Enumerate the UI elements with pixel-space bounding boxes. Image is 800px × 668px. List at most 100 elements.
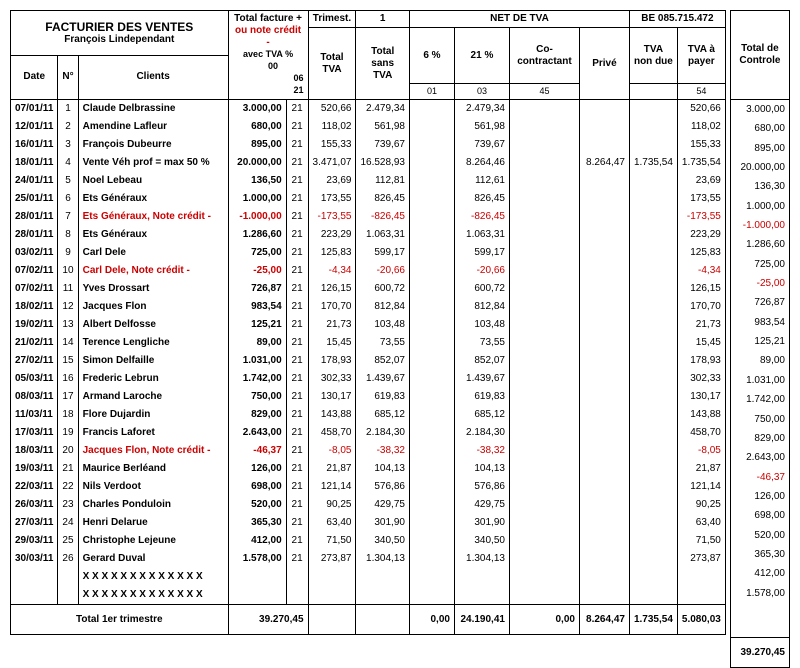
cell-ctrl: -46,37	[730, 468, 789, 487]
cell-amount: 89,00	[228, 334, 286, 352]
cell-tvapay: 21,87	[677, 460, 725, 478]
table-row: 16/01/113François Dubeurre895,0021155,33…	[11, 136, 726, 154]
pct21-label: 21 %	[454, 28, 509, 84]
cell-client: Albert Delfosse	[78, 316, 228, 334]
cell-p6	[409, 190, 454, 208]
cell-tvapay: 273,87	[677, 550, 725, 568]
cell-date: 19/03/11	[11, 460, 58, 478]
cell-p21: 1.063,31	[454, 226, 509, 244]
cell-p21: 600,72	[454, 280, 509, 298]
cell-p6	[409, 514, 454, 532]
cell-num: 11	[58, 280, 78, 298]
cell-tva: 143,88	[308, 406, 356, 424]
cell-client: Amendine Lafleur	[78, 118, 228, 136]
cell-p21: -826,45	[454, 208, 509, 226]
cell-tvapay: 173,55	[677, 190, 725, 208]
cell-date: 25/01/11	[11, 190, 58, 208]
trimest-num: 1	[356, 11, 410, 28]
cell-ctrl: 1.578,00	[730, 584, 789, 603]
cell-tvapay: 118,02	[677, 118, 725, 136]
cell-sans: 112,81	[356, 172, 410, 190]
be-label: BE 085.715.472	[629, 11, 725, 28]
cell-date: 07/02/11	[11, 262, 58, 280]
cell-co	[509, 262, 579, 280]
cell-code	[286, 586, 308, 605]
cell-tvanon	[629, 550, 677, 568]
cell-code: 21	[286, 172, 308, 190]
cell-co	[509, 406, 579, 424]
cell-num: 7	[58, 208, 78, 226]
cell-pr	[579, 280, 629, 298]
cell-p21: 2.479,34	[454, 100, 509, 119]
cell-sans: 103,48	[356, 316, 410, 334]
cell-sans: 16.528,93	[356, 154, 410, 172]
cell-num: 5	[58, 172, 78, 190]
cell-pr	[579, 334, 629, 352]
cell-ctrl: 1.742,00	[730, 391, 789, 410]
cocontractant-label: Co-contractant	[509, 28, 579, 84]
cell-num: 21	[58, 460, 78, 478]
cell-date: 03/02/11	[11, 244, 58, 262]
cell-p6	[409, 496, 454, 514]
table-row: 07/02/1111Yves Drossart726,8721126,15600…	[11, 280, 726, 298]
table-row: 17/03/1119Francis Laforet2.643,0021458,7…	[11, 424, 726, 442]
cell-co	[509, 208, 579, 226]
cell-code: 21	[286, 244, 308, 262]
cell-client: Gerard Duval	[78, 550, 228, 568]
cell-num: 15	[58, 352, 78, 370]
cell-p6	[409, 352, 454, 370]
cell-p21: 112,61	[454, 172, 509, 190]
cell-co	[509, 280, 579, 298]
cell-tvapay: 1.735,54	[677, 154, 725, 172]
cell-pr	[579, 460, 629, 478]
cell-co	[509, 100, 579, 119]
table-row: X X X X X X X X X X X X X	[11, 586, 726, 605]
table-row: 412,00	[730, 565, 789, 584]
cell-p21: 599,17	[454, 244, 509, 262]
cell-amount: 3.000,00	[228, 100, 286, 119]
cell-tvapay	[677, 568, 725, 586]
cell-p21: -38,32	[454, 442, 509, 460]
cell-p6	[409, 406, 454, 424]
cell-tvapay: 178,93	[677, 352, 725, 370]
cell-sans: 599,17	[356, 244, 410, 262]
cell-p6	[409, 388, 454, 406]
cell-tvapay: 143,88	[677, 406, 725, 424]
cell-ctrl: 895,00	[730, 139, 789, 158]
cell-amount: 136,50	[228, 172, 286, 190]
cell-code: 21	[286, 334, 308, 352]
cell-co	[509, 352, 579, 370]
cell-pr	[579, 406, 629, 424]
table-row: X X X X X X X X X X X X X	[11, 568, 726, 586]
cell-amount: 698,00	[228, 478, 286, 496]
table-row: 18/03/1120Jacques Flon, Note crédit --46…	[11, 442, 726, 460]
cocontractant-code: 45	[509, 84, 579, 100]
cell-co	[509, 514, 579, 532]
cell-co	[509, 460, 579, 478]
cell-num: 17	[58, 388, 78, 406]
cell-sans: -38,32	[356, 442, 410, 460]
cell-p21: 739,67	[454, 136, 509, 154]
cell-tvapay: 63,40	[677, 514, 725, 532]
cell-pr	[579, 208, 629, 226]
cell-tvapay: 126,15	[677, 280, 725, 298]
pct6-code: 01	[409, 84, 454, 100]
cell-tvanon	[629, 442, 677, 460]
cell-ctrl: 2.643,00	[730, 449, 789, 468]
cell-date: 26/03/11	[11, 496, 58, 514]
cell-amount: 365,30	[228, 514, 286, 532]
cell-date: 22/03/11	[11, 478, 58, 496]
cell-amount: 895,00	[228, 136, 286, 154]
cell-co	[509, 388, 579, 406]
table-row: 21/02/1114Terence Lengliche89,002115,457…	[11, 334, 726, 352]
cell-code: 21	[286, 154, 308, 172]
cell-tvanon	[629, 568, 677, 586]
pct6-label: 6 %	[409, 28, 454, 84]
cell-tvanon	[629, 118, 677, 136]
cell-tva: 155,33	[308, 136, 356, 154]
cell-amount: 412,00	[228, 532, 286, 550]
table-row: 1.742,00	[730, 391, 789, 410]
cell-tvapay: -4,34	[677, 262, 725, 280]
cell-sans: 739,67	[356, 136, 410, 154]
cell-co	[509, 496, 579, 514]
